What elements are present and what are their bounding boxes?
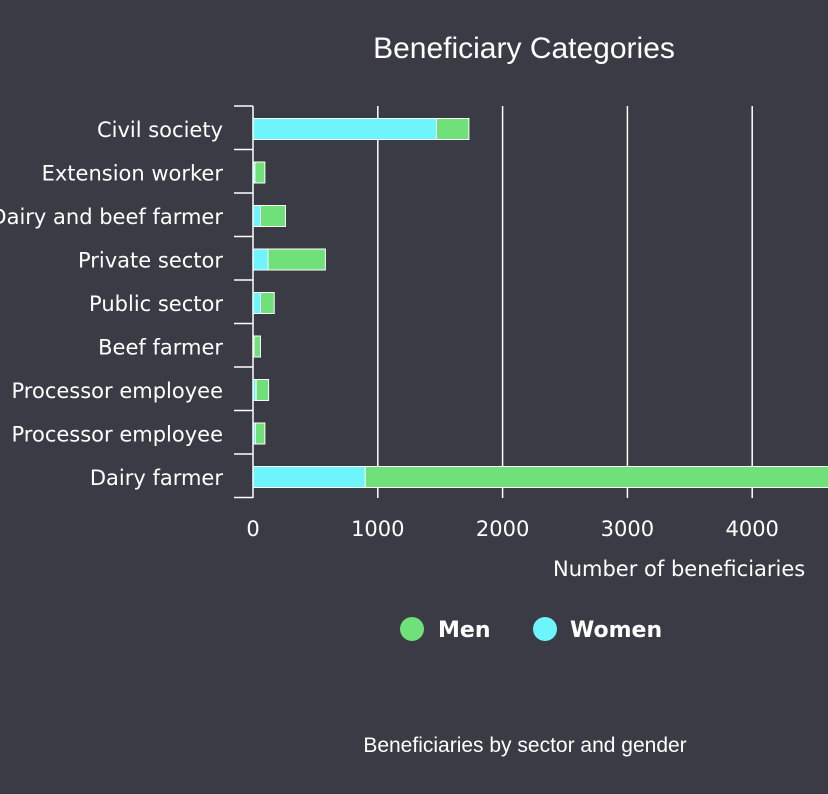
bar-women-segment[interactable]	[252, 466, 366, 488]
category-label: Beef farmer	[98, 336, 223, 360]
legend-swatch-men	[400, 617, 424, 641]
chart-title: Beneficiary Categories	[373, 32, 675, 65]
bar-women-segment[interactable]	[252, 205, 261, 227]
legend-item-men[interactable]: Men	[400, 617, 490, 643]
chart-caption: Beneficiaries by sector and gender	[363, 734, 686, 757]
x-tick-label: 2000	[476, 517, 529, 541]
x-axis-title: Number of beneficiaries	[553, 557, 805, 581]
bar-men-segment[interactable]	[364, 466, 828, 488]
bar-men-segment[interactable]	[435, 118, 470, 140]
x-tick-label: 3000	[601, 517, 654, 541]
category-label: Public sector	[89, 292, 223, 316]
x-axis: 0 1000 2000 3000 4000	[246, 517, 779, 541]
bar-men-segment[interactable]	[255, 379, 270, 401]
category-label: Extension worker	[42, 162, 224, 186]
category-label: Processor employee	[12, 379, 223, 403]
category-label: Processor employee	[12, 423, 223, 447]
category-label: Civil society	[97, 118, 223, 142]
x-tick-label: 1000	[351, 517, 404, 541]
legend-swatch-women	[533, 617, 557, 641]
bar-women-segment[interactable]	[252, 248, 269, 271]
bar-men-segment[interactable]	[254, 422, 266, 445]
bar-men-segment[interactable]	[259, 205, 286, 227]
legend: Men Women	[400, 617, 662, 643]
gridlines	[377, 106, 753, 498]
bar-men-segment[interactable]	[267, 248, 326, 271]
bar-men-segment[interactable]	[254, 161, 266, 184]
bar-women-segment[interactable]	[252, 118, 437, 140]
bars	[252, 118, 828, 488]
bar-men-segment[interactable]	[253, 335, 261, 358]
legend-label-men: Men	[438, 618, 490, 643]
x-tick-label: 0	[246, 517, 259, 541]
y-axis: Civil society Extension worker Dairy and b…	[0, 105, 254, 499]
legend-label-women: Women	[570, 618, 662, 643]
bar-women-segment[interactable]	[252, 292, 261, 314]
category-label: Dairy and beef farmer	[0, 205, 223, 229]
x-tick-label: 4000	[725, 517, 778, 541]
bar-men-segment[interactable]	[259, 292, 275, 314]
category-label: Private sector	[78, 249, 223, 273]
category-label: Dairy farmer	[90, 466, 224, 490]
legend-item-women[interactable]: Women	[533, 617, 662, 643]
